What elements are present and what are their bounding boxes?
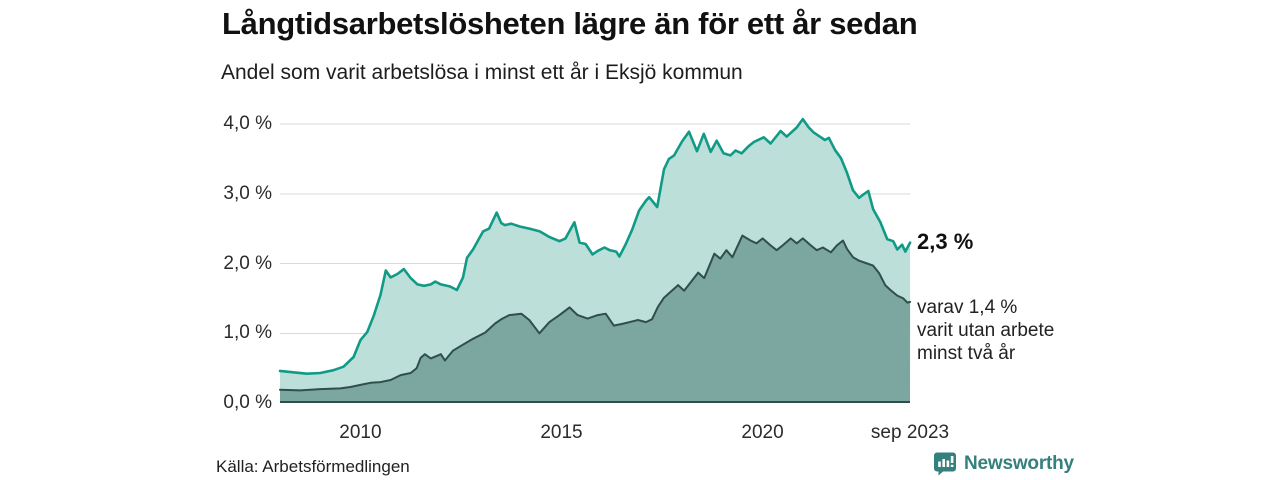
series-line-secondary: [279, 234, 912, 392]
chart-title: Långtidsarbetslösheten lägre än för ett …: [222, 6, 918, 41]
chart-subtitle: Andel som varit arbetslösa i minst ett å…: [221, 61, 743, 84]
newsworthy-logo: Newsworthy: [933, 451, 1074, 476]
series-line-total: [278, 117, 912, 375]
y-tick-label: 4,0 %: [223, 113, 272, 134]
x-tick-label: 2020: [741, 422, 784, 443]
secondary-label-line: varav 1,4 %: [917, 297, 1018, 318]
series-area-secondary: [280, 235, 911, 403]
y-tick-label: 1,0 %: [223, 322, 272, 344]
latest-secondary-value-label: varav 1,4 % varit utan arbete minst två …: [917, 296, 1054, 365]
x-tick-label: sep 2023: [870, 422, 950, 443]
newsworthy-icon: [934, 452, 956, 476]
latest-total-value-label: 2,3 %: [917, 229, 974, 254]
source-label: Källa: Arbetsförmedlingen: [216, 457, 410, 476]
secondary-label-line: varit utan arbete: [917, 320, 1055, 341]
x-tick-label: 2010: [339, 422, 382, 443]
newsworthy-wordmark: Newsworthy: [964, 452, 1074, 474]
secondary-label-line: minst två år: [917, 343, 1016, 364]
y-tick-label: 3,0 %: [223, 182, 272, 204]
y-tick-label: 2,0 %: [223, 252, 272, 274]
x-tick-label: 2015: [540, 422, 583, 443]
y-tick-label: 0,0 %: [223, 392, 272, 413]
